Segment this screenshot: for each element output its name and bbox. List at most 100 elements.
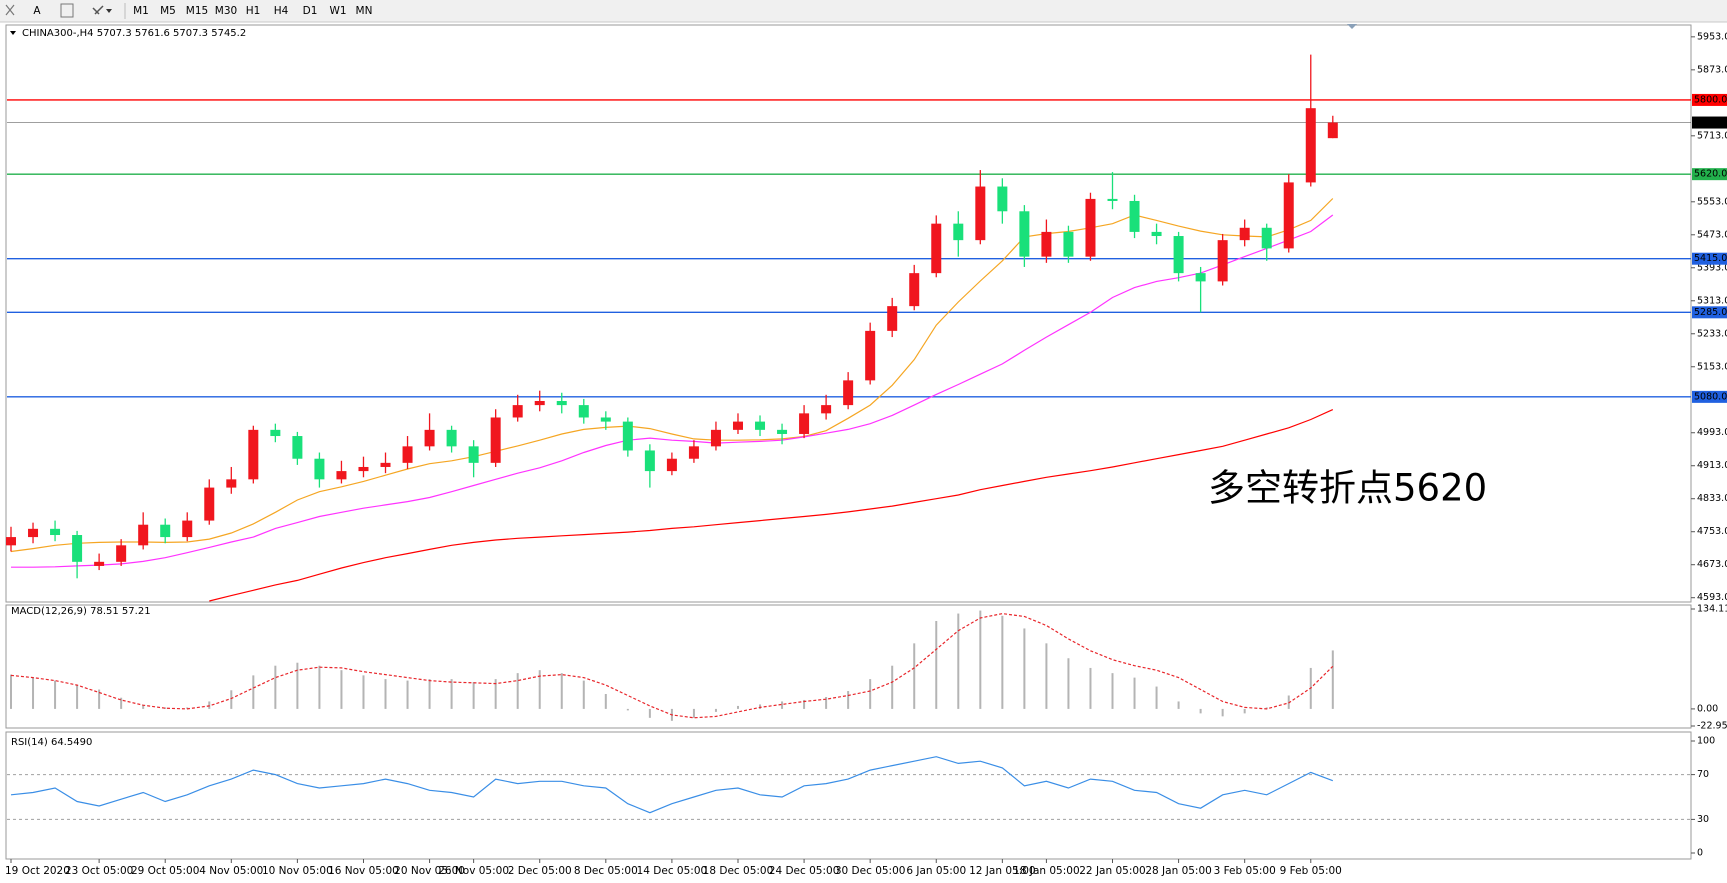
macd-bar — [1023, 628, 1026, 709]
dropdown-icon[interactable] — [106, 9, 112, 13]
macd-bar — [186, 707, 189, 709]
candle-body — [1085, 198, 1096, 257]
candle-body — [1305, 108, 1316, 183]
candle-body — [534, 400, 545, 406]
level-label-box — [1692, 306, 1727, 319]
candle-body — [204, 487, 215, 521]
arrows-icon[interactable] — [92, 5, 104, 15]
macd-bar — [274, 665, 277, 709]
x-tick-label: 30 Dec 05:00 — [835, 865, 906, 877]
rsi-line — [10, 756, 1334, 814]
y-tick-label: 5153.0 — [1697, 361, 1727, 372]
macd-bar — [472, 682, 475, 709]
y-tick-label: 5553.0 — [1697, 196, 1727, 207]
macd-bar — [1243, 708, 1246, 714]
moving-average — [10, 198, 1334, 553]
candle-body — [622, 421, 633, 451]
timeframe-button[interactable]: A — [33, 5, 41, 17]
timeframe-button[interactable]: W1 — [329, 5, 346, 17]
candle-body — [116, 545, 127, 562]
candle-body — [424, 429, 435, 447]
macd-bar — [648, 708, 651, 718]
timeframe-button[interactable]: M30 — [215, 5, 237, 17]
candle-body — [248, 429, 259, 480]
candle-body — [600, 417, 611, 422]
candle-body — [644, 450, 655, 472]
moving-average — [11, 214, 1334, 568]
candle-body — [755, 421, 766, 430]
y-tick-label: 4753.0 — [1697, 526, 1727, 537]
toolbar — [0, 0, 1727, 22]
macd-bar — [142, 705, 145, 709]
collapse-triangle[interactable] — [10, 31, 16, 35]
macd-bar — [825, 696, 828, 709]
candle-body — [1283, 182, 1294, 249]
macd-bar — [362, 675, 365, 709]
timeframe-button[interactable]: D1 — [303, 5, 318, 17]
macd-bar — [957, 613, 960, 709]
rsi-panel — [5, 731, 1692, 860]
macd-bar — [1155, 686, 1158, 709]
macd-bar — [913, 643, 916, 709]
signal-line — [10, 612, 1334, 719]
x-tick-label: 2 Dec 05:00 — [508, 865, 572, 877]
level-label-box — [1692, 168, 1727, 181]
macd-bar — [781, 701, 784, 709]
macd-bar — [891, 665, 894, 709]
timeframe-button[interactable]: H4 — [274, 5, 289, 17]
x-tick-label: 3 Feb 05:00 — [1214, 865, 1276, 877]
candle-body — [160, 524, 171, 538]
timeframe-button[interactable]: M1 — [133, 5, 149, 17]
candle-body — [909, 273, 920, 307]
timeframe-button[interactable]: H1 — [246, 5, 261, 17]
text-label-icon[interactable] — [60, 3, 74, 18]
macd-bar — [230, 690, 233, 709]
candle-body — [446, 429, 457, 447]
macd-bar — [1133, 677, 1136, 709]
macd-bar — [736, 705, 739, 709]
macd-bar — [318, 665, 321, 709]
timeframe-button[interactable]: M15 — [186, 5, 208, 17]
candle-body — [887, 306, 898, 331]
y-tick-label: 4993.0 — [1697, 427, 1727, 438]
x-tick-label: 22 Jan 05:00 — [1079, 865, 1145, 877]
crosshair-icon[interactable] — [5, 4, 15, 16]
candle-body — [358, 466, 369, 472]
candle-body — [1041, 231, 1052, 257]
candle-body — [6, 537, 16, 546]
x-tick-label: 8 Dec 05:00 — [574, 865, 638, 877]
candle-body — [710, 429, 721, 447]
candle-body — [931, 223, 942, 274]
x-tick-label: 20 Nov 05:00 — [394, 865, 465, 877]
timeframe-button[interactable]: M5 — [160, 5, 176, 17]
candle-body — [997, 186, 1008, 212]
timeframe-button[interactable]: MN — [356, 5, 373, 17]
macd-bar — [1045, 643, 1048, 709]
candle-body — [512, 405, 523, 418]
macd-bar — [54, 680, 57, 709]
candle-body — [28, 528, 39, 538]
candle-body — [688, 446, 699, 459]
chart-shift-marker[interactable] — [1347, 24, 1357, 29]
x-tick-label: 14 Dec 05:00 — [637, 865, 708, 877]
macd-bar — [1067, 658, 1070, 709]
macd-bar — [582, 680, 585, 709]
candle-body — [1129, 200, 1140, 232]
macd-bar — [384, 679, 387, 709]
candle-body — [292, 436, 303, 459]
macd-panel — [5, 604, 1692, 729]
candle-body — [490, 417, 501, 463]
macd-bar — [626, 708, 629, 711]
macd-bar — [1177, 701, 1180, 709]
macd-bar — [692, 708, 695, 718]
macd-title: MACD(12,26,9) 78.51 57.21 — [11, 606, 151, 617]
macd-bar — [164, 707, 167, 709]
macd-bar — [759, 704, 762, 709]
candle-body — [953, 223, 964, 241]
candle-body — [1151, 231, 1162, 237]
macd-bar — [428, 679, 431, 709]
macd-bar — [1089, 667, 1092, 709]
macd-bar — [1331, 650, 1334, 709]
macd-bar — [208, 701, 211, 709]
candle-body — [821, 405, 832, 414]
